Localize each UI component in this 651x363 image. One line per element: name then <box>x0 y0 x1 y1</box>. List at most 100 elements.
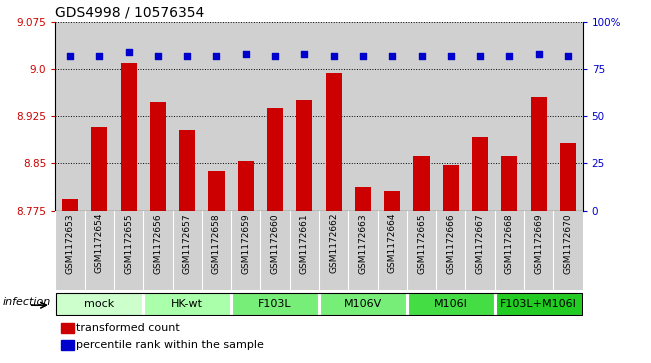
Bar <box>378 211 407 290</box>
Bar <box>173 211 202 290</box>
Point <box>270 53 280 59</box>
Text: GSM1172665: GSM1172665 <box>417 213 426 274</box>
Bar <box>501 156 518 211</box>
Text: GSM1172667: GSM1172667 <box>476 213 484 274</box>
Bar <box>531 97 547 211</box>
Text: percentile rank within the sample: percentile rank within the sample <box>76 340 264 350</box>
FancyBboxPatch shape <box>144 293 230 315</box>
Bar <box>495 211 524 290</box>
Text: GSM1172653: GSM1172653 <box>66 213 74 274</box>
Text: M106V: M106V <box>344 299 382 309</box>
Bar <box>173 22 202 211</box>
Bar <box>61 340 74 350</box>
Bar <box>114 211 143 290</box>
Bar <box>524 211 553 290</box>
Bar <box>143 22 173 211</box>
Point <box>94 53 104 59</box>
Point <box>123 49 134 55</box>
Bar <box>62 199 78 211</box>
Bar <box>436 22 465 211</box>
Text: GSM1172660: GSM1172660 <box>271 213 279 274</box>
Bar <box>472 137 488 211</box>
Text: GSM1172659: GSM1172659 <box>242 213 250 274</box>
Bar <box>378 22 407 211</box>
Point <box>65 53 75 59</box>
Bar <box>290 22 319 211</box>
Bar <box>114 22 143 211</box>
Point <box>299 51 310 57</box>
Bar <box>61 323 74 333</box>
Bar <box>413 156 430 211</box>
Text: GSM1172657: GSM1172657 <box>183 213 191 274</box>
FancyBboxPatch shape <box>320 293 406 315</box>
Point <box>211 53 221 59</box>
Point <box>182 53 192 59</box>
Point <box>152 53 163 59</box>
Bar <box>348 211 378 290</box>
FancyBboxPatch shape <box>56 293 143 315</box>
Bar <box>553 211 583 290</box>
Text: GSM1172663: GSM1172663 <box>359 213 367 274</box>
Point <box>533 51 544 57</box>
Bar <box>260 211 290 290</box>
Point <box>445 53 456 59</box>
FancyBboxPatch shape <box>495 293 582 315</box>
Bar <box>231 211 260 290</box>
Text: M106I: M106I <box>434 299 468 309</box>
Bar <box>55 211 85 290</box>
Bar <box>91 127 107 211</box>
Bar <box>348 22 378 211</box>
Point <box>417 53 427 59</box>
Text: GSM1172655: GSM1172655 <box>124 213 133 274</box>
Bar <box>465 22 495 211</box>
Bar <box>202 22 231 211</box>
Text: GSM1172661: GSM1172661 <box>300 213 309 274</box>
Text: GDS4998 / 10576354: GDS4998 / 10576354 <box>55 5 204 19</box>
Text: transformed count: transformed count <box>76 323 180 333</box>
Bar <box>319 22 348 211</box>
Text: GSM1172654: GSM1172654 <box>95 213 104 273</box>
Bar <box>443 164 459 211</box>
Text: HK-wt: HK-wt <box>171 299 203 309</box>
Text: GSM1172656: GSM1172656 <box>154 213 162 274</box>
Text: GSM1172669: GSM1172669 <box>534 213 543 274</box>
Point <box>328 53 339 59</box>
Text: GSM1172670: GSM1172670 <box>564 213 572 274</box>
Bar <box>326 73 342 211</box>
Bar <box>150 102 166 211</box>
Bar <box>436 211 465 290</box>
Bar <box>202 211 231 290</box>
Bar <box>296 101 312 211</box>
Text: GSM1172668: GSM1172668 <box>505 213 514 274</box>
Point <box>387 53 397 59</box>
Bar <box>384 191 400 211</box>
Point <box>357 53 368 59</box>
Text: mock: mock <box>84 299 115 309</box>
Bar <box>524 22 553 211</box>
Text: F103L: F103L <box>258 299 292 309</box>
Point <box>504 53 514 59</box>
Bar <box>495 22 524 211</box>
Bar <box>143 211 173 290</box>
Bar <box>120 63 137 211</box>
FancyBboxPatch shape <box>232 293 318 315</box>
Bar <box>85 211 114 290</box>
Text: GSM1172664: GSM1172664 <box>388 213 396 273</box>
Point <box>562 53 573 59</box>
Point <box>475 53 485 59</box>
Text: F103L+M106I: F103L+M106I <box>500 299 577 309</box>
Bar <box>465 211 495 290</box>
Bar <box>231 22 260 211</box>
Bar <box>208 171 225 211</box>
Text: GSM1172658: GSM1172658 <box>212 213 221 274</box>
FancyBboxPatch shape <box>408 293 494 315</box>
Bar <box>355 187 371 211</box>
Bar <box>85 22 114 211</box>
Point <box>241 51 251 57</box>
Bar <box>238 161 254 211</box>
Bar <box>407 211 436 290</box>
Bar <box>55 22 85 211</box>
Bar <box>553 22 583 211</box>
Bar <box>319 211 348 290</box>
Bar <box>260 22 290 211</box>
